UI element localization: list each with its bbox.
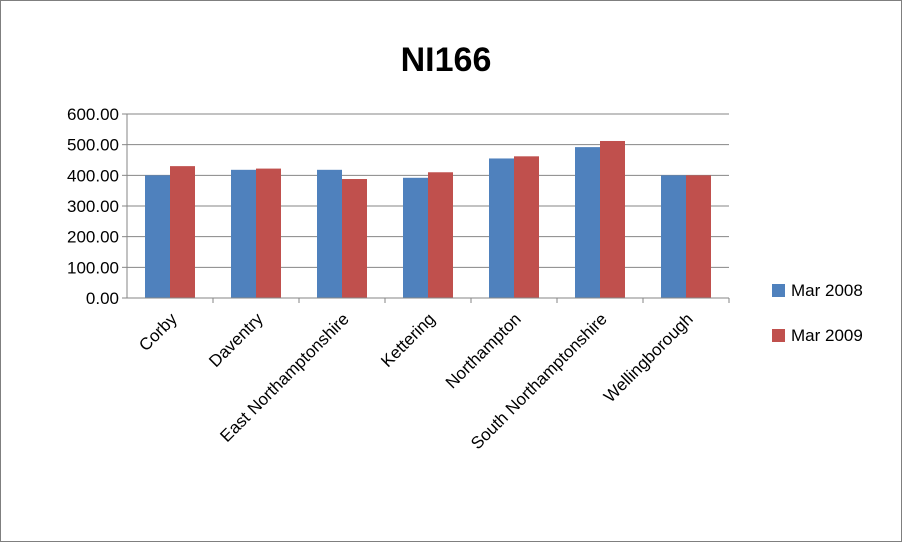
bar-mar-2009-northampton [514,156,539,298]
y-tick-label: 100.00 [67,258,119,277]
bar-mar-2008-northampton [489,158,514,298]
category-label: Kettering [377,309,439,371]
bar-mar-2009-daventry [256,168,281,298]
bar-mar-2008-daventry [231,169,256,298]
y-tick-label: 300.00 [67,197,119,216]
category-label: Northampton [442,309,525,392]
legend-label: Mar 2009 [791,326,863,345]
y-tick-label: 400.00 [67,166,119,185]
bar-mar-2009-kettering [428,172,453,298]
legend-label: Mar 2008 [791,281,863,300]
category-label: Corby [135,309,181,355]
y-tick-label: 600.00 [67,105,119,124]
bar-mar-2009-east-northamptonshire [342,179,367,298]
legend-swatch [772,329,785,342]
bar-mar-2008-kettering [403,177,428,298]
bar-mar-2008-east-northamptonshire [317,169,342,298]
legend: Mar 2008 Mar 2009 [772,281,863,345]
bars [145,140,711,298]
bar-mar-2009-wellingborough [686,175,711,298]
bar-mar-2009-corby [170,166,195,298]
legend-swatch [772,284,785,297]
bar-mar-2009-south-northamptonshire [600,140,625,298]
category-label: Wellingborough [600,309,697,406]
bar-mar-2008-south-northamptonshire [575,147,600,298]
chart-title: NI166 [401,41,492,79]
y-axis: 0.00 100.00 200.00 300.00 400.00 500.00 600.00 [67,105,128,308]
y-tick-label: 500.00 [67,136,119,155]
bar-mar-2008-wellingborough [661,175,686,298]
category-label: Daventry [205,309,267,371]
y-tick-label: 200.00 [67,228,119,247]
y-tick-label: 0.00 [86,289,119,308]
bar-mar-2008-corby [145,175,170,298]
